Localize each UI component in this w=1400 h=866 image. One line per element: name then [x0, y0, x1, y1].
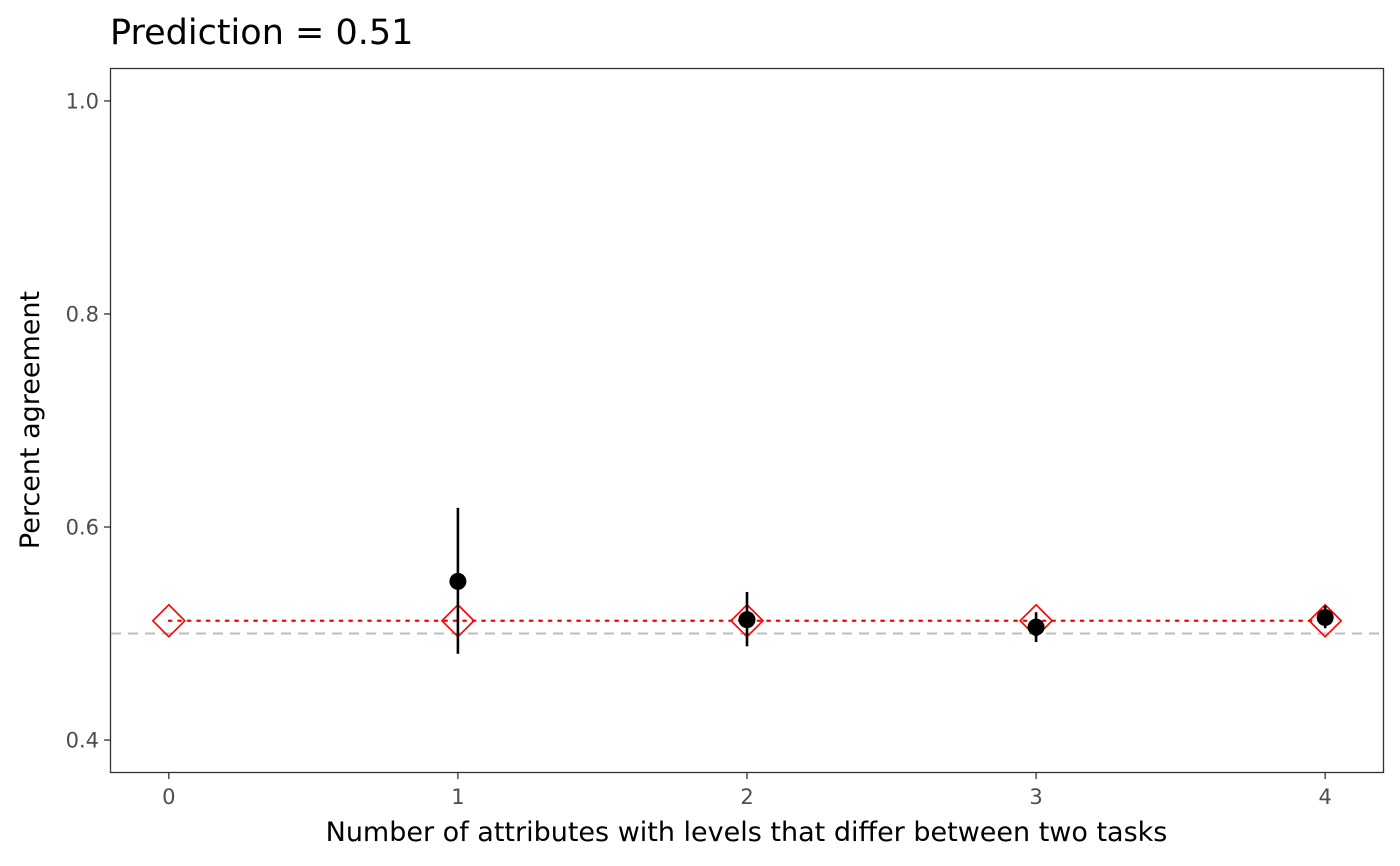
- axis-layer: 0 1 2 3 4 0.4 0.6 0.8 1.0: [66, 89, 1332, 809]
- x-tick-label: 4: [1318, 785, 1331, 809]
- y-tick-label: 0.6: [66, 516, 99, 540]
- x-axis-title: Number of attributes with levels that di…: [326, 817, 1168, 848]
- y-tick-label: 0.4: [66, 729, 99, 753]
- observed-point: [738, 611, 756, 629]
- x-tick-label: 0: [162, 785, 175, 809]
- prediction-layer: [151, 603, 1343, 638]
- y-tick-label: 0.8: [66, 302, 99, 326]
- observed-point: [1027, 618, 1045, 636]
- y-tick-label: 1.0: [66, 89, 99, 113]
- y-axis-title: Percent agreement: [15, 291, 46, 549]
- x-tick-label: 1: [451, 785, 464, 809]
- observed-point: [449, 572, 467, 590]
- x-tick-label: 3: [1029, 785, 1042, 809]
- x-tick-label: 2: [740, 785, 753, 809]
- plot-panel: [109, 67, 1385, 774]
- observed-point: [1316, 609, 1334, 627]
- observed-layer: [449, 507, 1334, 654]
- prediction-point: [1308, 603, 1343, 638]
- chart-title: Prediction = 0.51: [110, 13, 413, 53]
- prediction-point: [151, 603, 186, 638]
